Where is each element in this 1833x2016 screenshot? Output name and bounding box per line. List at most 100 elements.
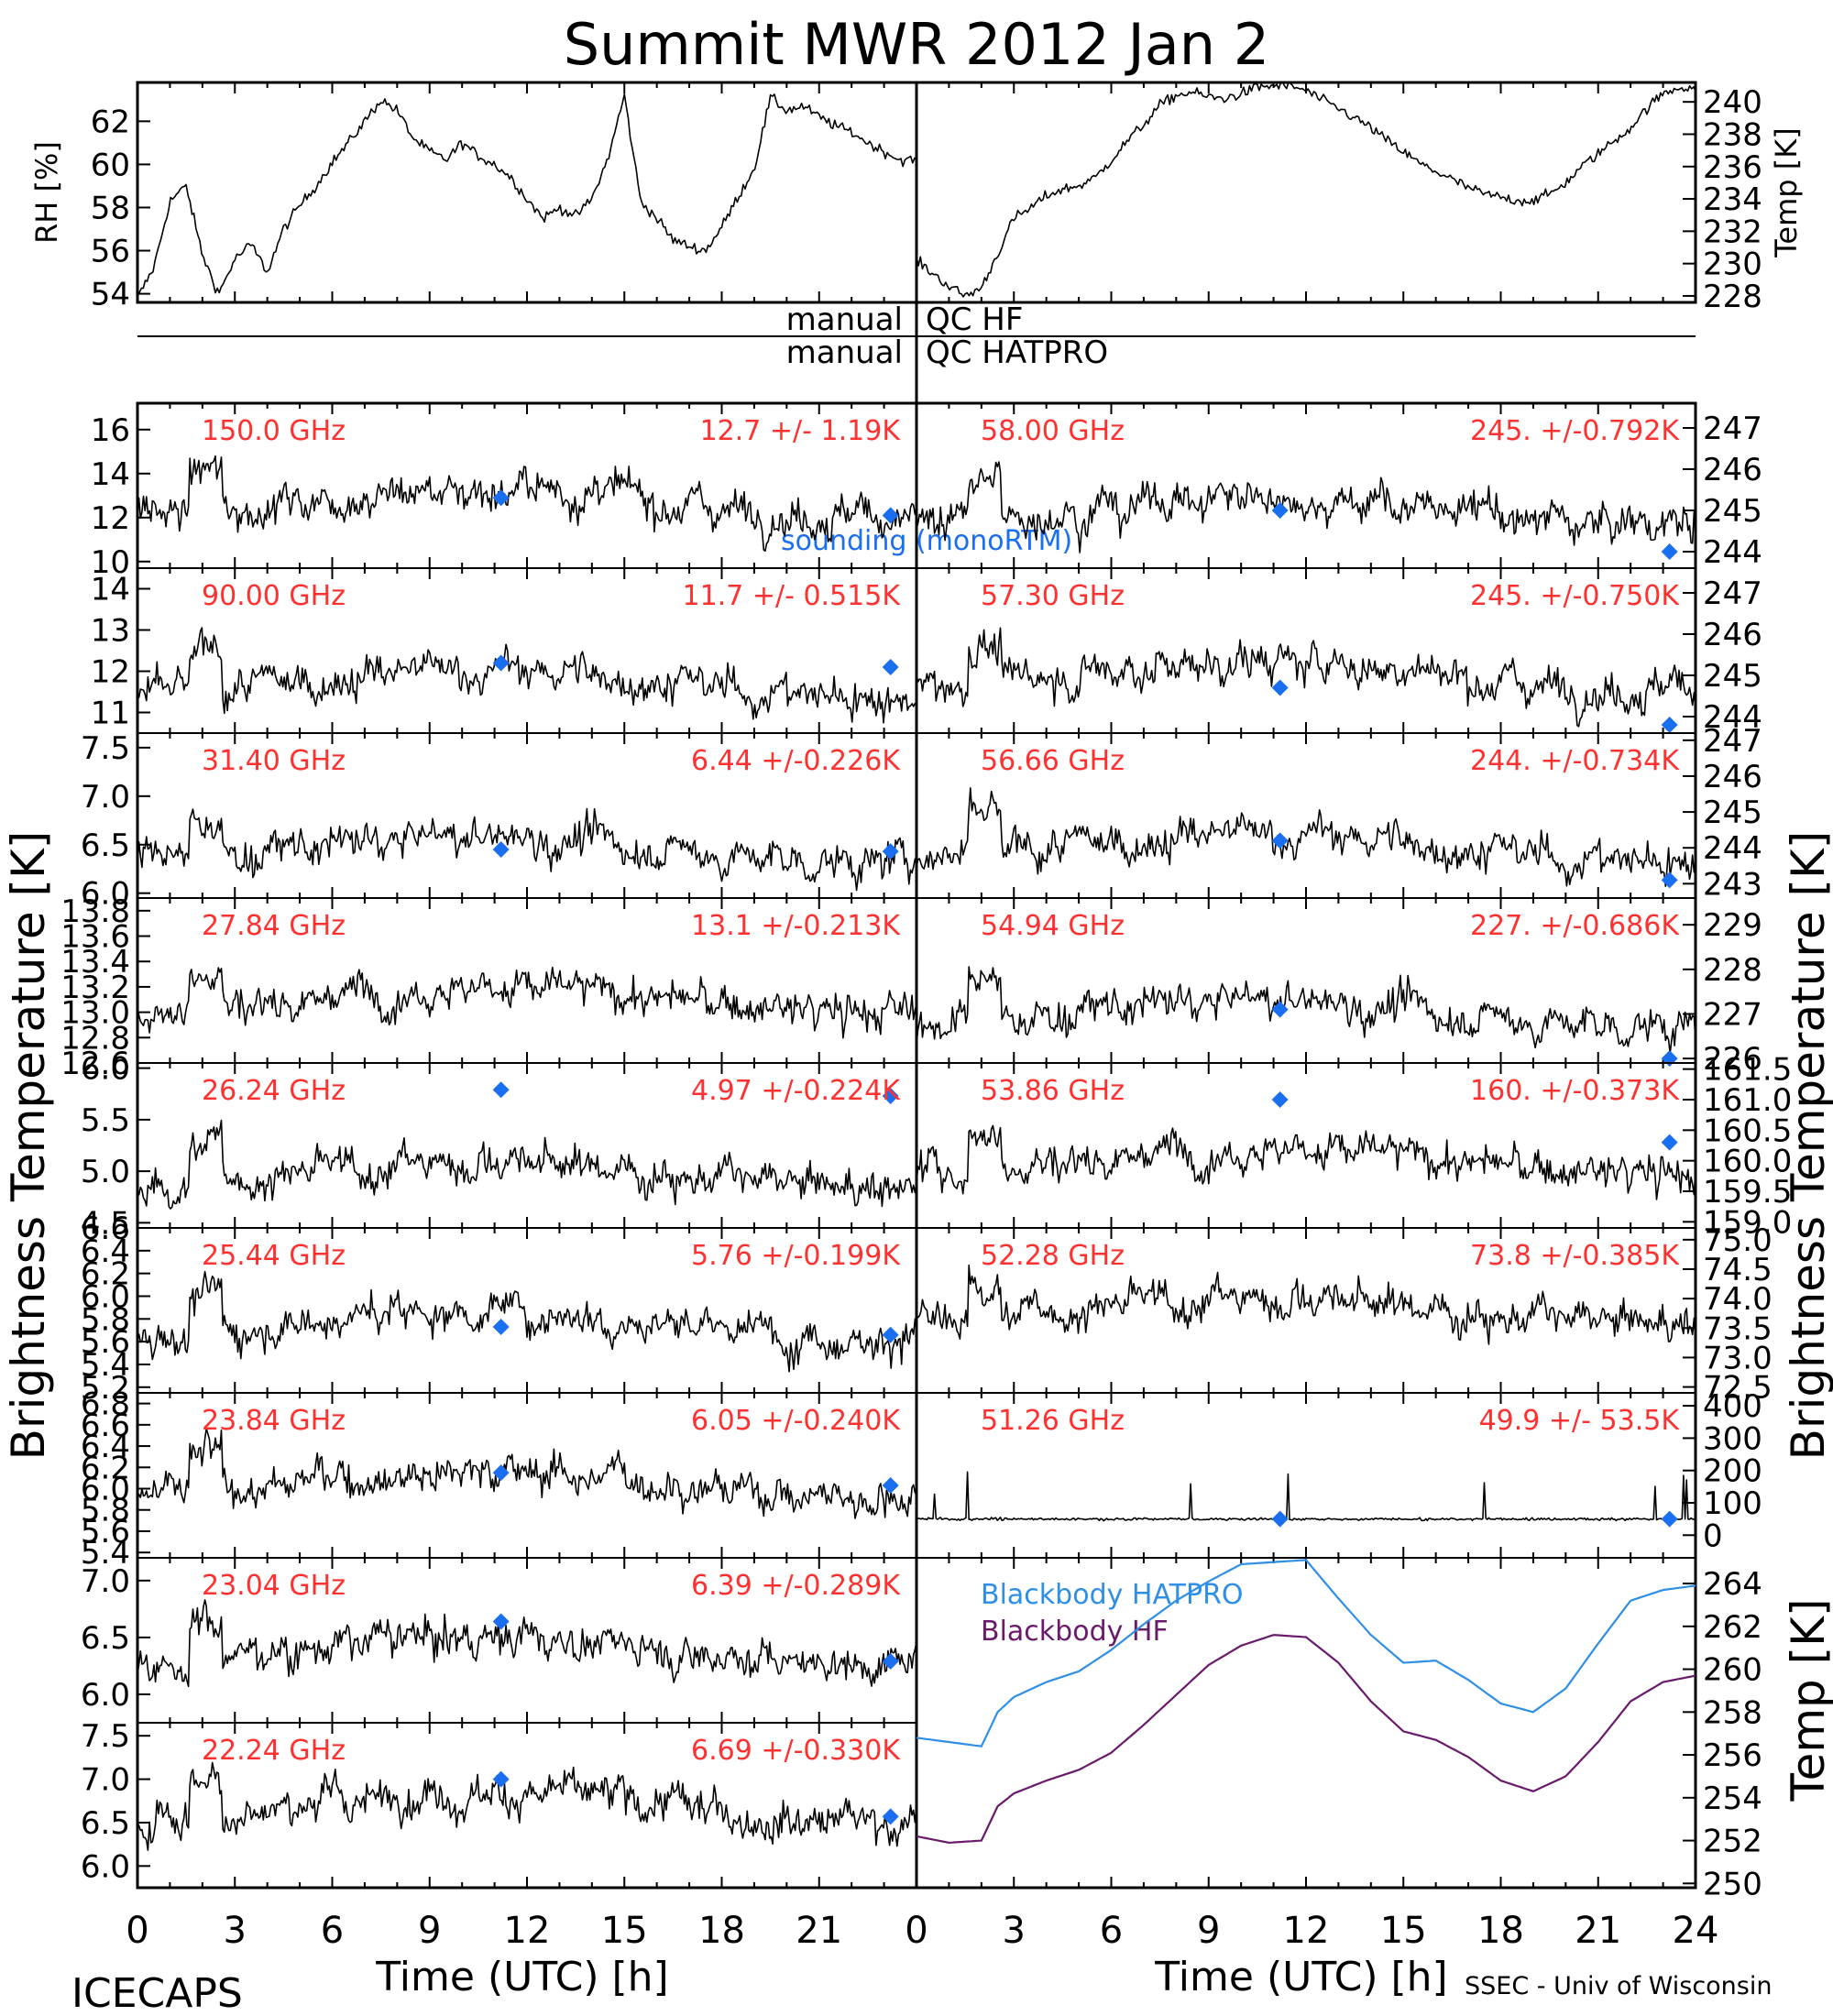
xaxis-right-tick-label: 24 [1673,1910,1719,1952]
xaxis-left-tick-label: 12 [504,1910,551,1952]
hatpro-panels-frame-right [915,401,1697,1890]
panel-hat-52-28-stats-label: 73.8 +/-0.385K [1470,1240,1680,1272]
panel-hat-26-24-sounding-marker [882,1088,899,1104]
panel-temp-ytick-label: 230 [1703,247,1762,283]
x-axis-right: 0 3 6 9 12 15 18 21 24 [905,1910,1718,1952]
panel-hat-26-24-channel-label: 26.24 GHz [202,1075,346,1107]
panel-blackbody-ytick-label: 254 [1703,1780,1762,1817]
panel-hat-53-86-ytick-label: 161.0 [1703,1082,1792,1119]
panel-hat-57-30-ytick-label: 244 [1703,699,1762,736]
footer-left: ICECAPS [71,1970,243,2016]
panel-blackbody-ytick-label: 256 [1703,1737,1762,1774]
panel-hat-23-84-series-trace [137,1428,917,1519]
bb-temp-axis-label: Temp [K] [1782,1599,1833,1802]
panel-hat-25-44-ytick-label: 5.6 [81,1324,130,1361]
panel-hat-53-86-channel-label: 53.86 GHz [981,1075,1125,1107]
panel-hat-25-44-ytick-label: 6.0 [81,1278,130,1315]
panel-hat-23-84-ytick-label: 5.8 [81,1493,130,1529]
panel-hf-90-ytick-label: 11 [91,696,130,732]
xlabel-right: Time (UTC) [h] [1154,1954,1447,2000]
panel-hat-54-94-stats-label: 227. +/-0.686K [1470,910,1680,942]
panel-blackbody-ytick-label: 250 [1703,1866,1762,1902]
panel-hat-58-00-y-axis: 244 245 246 247 [916,403,1762,571]
panel-hf-150-y-axis: 10 12 14 16 [91,403,917,581]
panel-blackbody-ytick-label: 258 [1703,1694,1762,1731]
panel-hat-57-30-ytick-label: 246 [1703,617,1762,653]
panel-hat-51-26-sounding-marker [1661,1510,1678,1528]
panel-hat-22-24-ytick-label: 6.5 [81,1805,130,1842]
panel-hat-25-44-ytick-label: 6.6 [81,1211,130,1247]
panel-hat-51-26-ytick-label: 300 [1703,1420,1762,1457]
panel-hat-26-24-ytick-label: 6.0 [81,1051,130,1088]
xaxis-left-tick-label: 18 [698,1910,745,1952]
panel-hat-56-66-ytick-label: 245 [1703,794,1762,831]
panel-hf-90-sounding-marker [492,654,510,672]
panel-hat-52-28-ytick-label: 73.0 [1703,1340,1773,1376]
xaxis-right-tick-label: 3 [1003,1910,1026,1952]
qc-hf-label-right: QC HF [926,301,1023,338]
panel-hat-53-86-ytick-label: 159.5 [1703,1174,1792,1211]
xaxis-right-tick-label: 18 [1477,1910,1524,1952]
panel-blackbody-ytick-label: 252 [1703,1824,1762,1860]
panel-hat-52-28-ytick-label: 72.5 [1703,1370,1773,1407]
panel-hat-31-40-sounding-marker [492,841,510,859]
panel-hat-27-84-ytick-label: 12.6 [60,1046,130,1082]
panel-blackbody-y-axis: 250 252 254 256 258 260 262 264 [916,1558,1762,1902]
panel-hat-27-84-ytick-label: 13.8 [60,893,130,930]
panel-hat-25-44-stats-label: 5.76 +/-0.199K [691,1240,901,1272]
panel-hat-51-26-ytick-label: 400 [1703,1388,1762,1425]
panel-hat-53-86-sounding-marker [1661,1134,1678,1151]
panel-hat-54-94-channel-label: 54.94 GHz [981,910,1125,942]
right-ylabel: Brightness Temperature [K] [1782,831,1833,1461]
panel-hat-52-28-ytick-label: 73.5 [1703,1310,1773,1347]
panel-hf-90-series-trace [137,627,916,724]
temp-axis-label: Temp [K] [1769,127,1804,257]
panel-hat-58-00-stats-label: 245. +/-0.792K [1470,415,1680,447]
panel-hat-26-24-ytick-label: 5.0 [81,1154,130,1190]
panel-hat-22-24-ytick-label: 7.0 [81,1762,130,1799]
panel-hat-58-00-channel-label: 58.00 GHz [981,415,1125,447]
panel-hat-27-84-ytick-label: 13.0 [60,995,130,1032]
panel-hat-56-66-channel-label: 56.66 GHz [981,745,1125,777]
panel-hat-22-24-sounding-marker [492,1770,510,1788]
panel-hat-31-40-stats-label: 6.44 +/-0.226K [691,745,901,777]
blackbody-hf-line [916,1634,1696,1845]
panel-hat-57-30-sounding-marker [1661,717,1678,733]
panel-hat-23-04-stats-label: 6.39 +/-0.289K [691,1570,901,1602]
qc-hatpro-label-left: manual [786,334,903,371]
panel-hf-90-channel-label: 90.00 GHz [202,580,346,612]
panel-hat-26-24-ytick-label: 5.5 [81,1102,130,1139]
left-ylabel: Brightness Temperature [K] [2,831,55,1461]
panel-hat-31-40-sounding-marker [882,843,899,860]
xaxis-left-tick-label: 15 [601,1910,648,1952]
xaxis-right-tick-label: 9 [1197,1910,1220,1952]
panel-hat-23-84-ytick-label: 6.0 [81,1472,130,1508]
panel-hf-90-ytick-label: 12 [91,654,130,691]
xaxis-left-tick-label: 21 [796,1910,842,1952]
panel-hat-31-40-ytick-label: 7.5 [81,730,130,767]
panel-hat-27-84-series-trace [137,966,917,1039]
panel-hat-22-24-ytick-label: 7.5 [81,1718,130,1755]
panel-rh-ytick-label: 54 [91,277,130,313]
panel-hat-31-40-ytick-label: 7.0 [81,779,130,816]
panel-hat-51-26-ytick-label: 200 [1703,1453,1762,1490]
xaxis-left-tick-label: 3 [224,1910,247,1952]
panel-temp-ytick-label: 228 [1703,279,1762,315]
panel-rh-ytick-label: 58 [91,190,130,226]
panel-hat-51-26-ytick-label: 0 [1703,1517,1723,1554]
panel-hat-23-84-ytick-label: 6.8 [81,1386,130,1423]
xaxis-left-tick-label: 6 [321,1910,344,1952]
panel-hat-25-44-ytick-label: 6.4 [81,1233,130,1270]
panel-hat-51-26-channel-label: 51.26 GHz [981,1405,1125,1437]
rh-axis-label: RH [%] [29,141,64,244]
panel-hat-31-40-ytick-label: 6.5 [81,827,130,864]
panel-hat-58-00-ytick-label: 244 [1703,534,1762,571]
panel-hat-31-40-series-trace [137,807,917,892]
rh-panel-frame [136,81,918,304]
panel-hat-53-86-stats-label: 160. +/-0.373K [1470,1075,1680,1107]
panel-hat-54-94-sounding-marker [1271,1001,1289,1018]
panel-blackbody-ytick-label: 260 [1703,1652,1762,1689]
panel-hat-27-84-ytick-label: 13.6 [60,919,130,956]
panel-hf-150-ytick-label: 14 [91,456,130,493]
panel-hat-56-66-ytick-label: 244 [1703,830,1762,867]
